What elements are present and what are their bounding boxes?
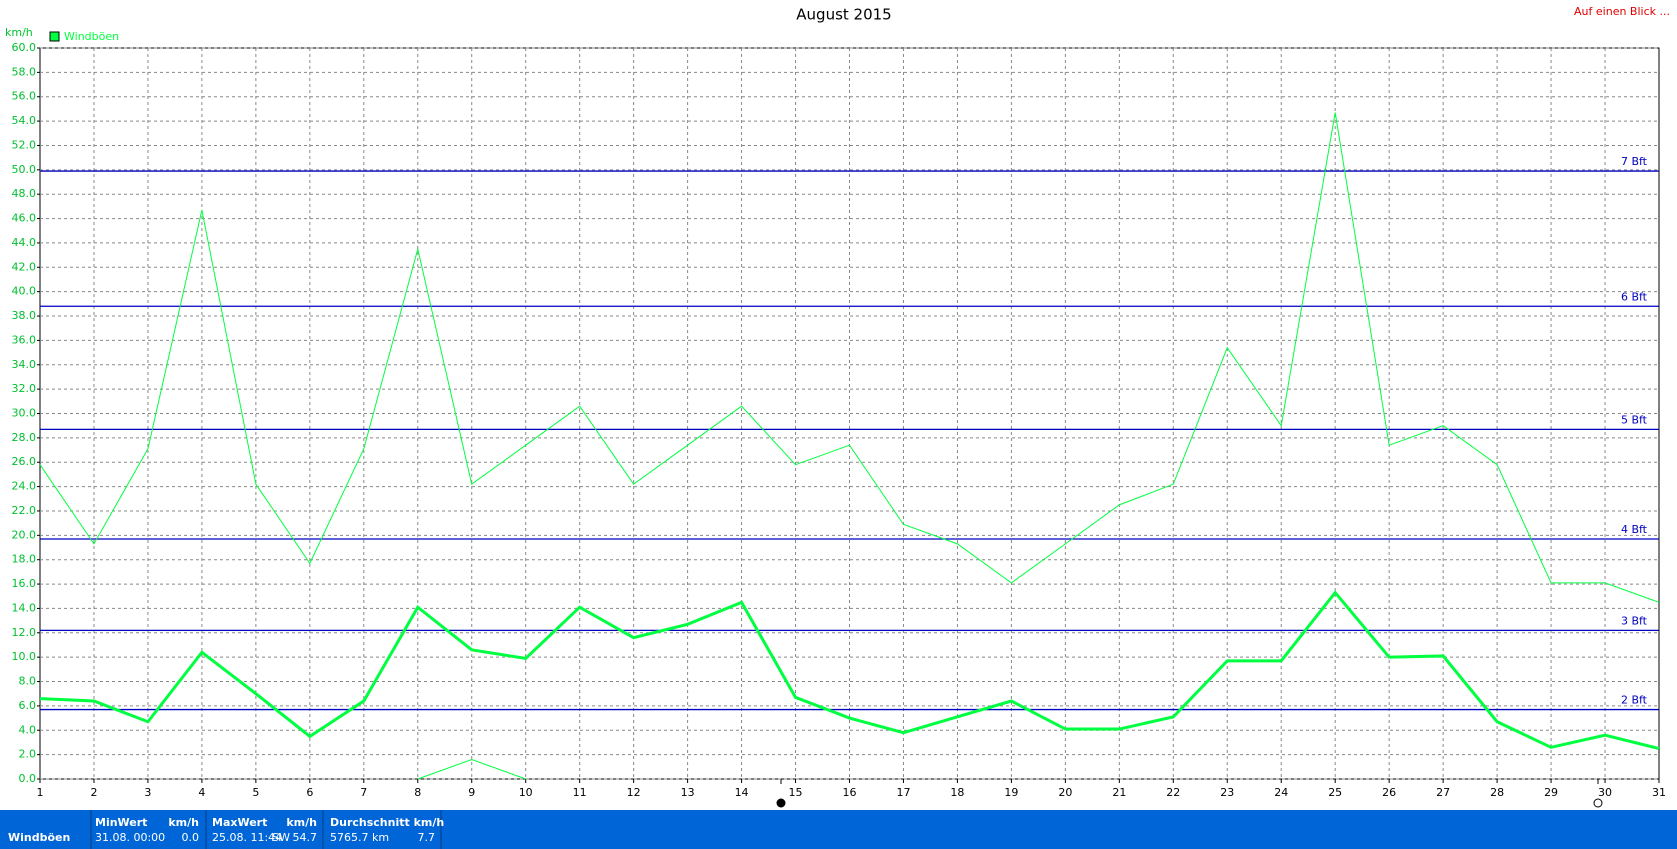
x-tick-label: 6 (306, 786, 313, 799)
x-tick-label: 23 (1220, 786, 1234, 799)
y-tick-label: 36.0 (12, 333, 37, 346)
x-tick-label: 31 (1652, 786, 1666, 799)
x-tick-label: 21 (1112, 786, 1126, 799)
x-tick-label: 16 (843, 786, 857, 799)
x-tick-label: 10 (519, 786, 533, 799)
footer-value: 7.7 (418, 831, 436, 844)
reference-label: 6 Bft (1621, 290, 1648, 303)
x-tick-label: 3 (144, 786, 151, 799)
x-tick-label: 24 (1274, 786, 1288, 799)
x-tick-label: 26 (1382, 786, 1396, 799)
x-tick-label: 30 (1598, 786, 1612, 799)
y-tick-label: 10.0 (12, 650, 37, 663)
y-tick-label: 46.0 (12, 212, 37, 225)
reference-label: 2 Bft (1621, 694, 1648, 707)
footer: Windböen MinWert km/h 31.08. 00:00 0.0 M… (0, 810, 1677, 849)
y-axis-label: km/h (5, 26, 33, 39)
footer-unit: km/h (286, 816, 317, 829)
x-tick-label: 20 (1058, 786, 1072, 799)
moon-icons (776, 772, 1603, 808)
y-tick-label: 30.0 (12, 407, 37, 420)
y-tick-label: 8.0 (19, 675, 37, 688)
x-tick-label: 22 (1166, 786, 1180, 799)
y-tick-label: 50.0 (12, 163, 37, 176)
y-tick-label: 24.0 (12, 480, 37, 493)
x-tick-label: 4 (198, 786, 205, 799)
x-tick-label: 9 (468, 786, 475, 799)
series-line (417, 758, 526, 780)
y-tick-label: 2.0 (19, 748, 37, 761)
reference-label: 7 Bft (1621, 155, 1648, 168)
y-tick-label: 22.0 (12, 504, 37, 517)
legend-swatch (49, 31, 60, 42)
footer-distance: 5765.7 km (330, 831, 389, 844)
y-tick-label: 16.0 (12, 577, 37, 590)
x-tick-label: 2 (90, 786, 97, 799)
y-tick-label: 32.0 (12, 382, 37, 395)
y-tick-label: 44.0 (12, 236, 37, 249)
y-tick-label: 54.0 (12, 114, 37, 127)
y-tick-label: 34.0 (12, 358, 37, 371)
x-tick-label: 7 (360, 786, 367, 799)
x-tick-label: 29 (1544, 786, 1558, 799)
footer-unit: km/h (168, 816, 199, 829)
x-tick-label: 13 (681, 786, 695, 799)
y-tick-label: 18.0 (12, 553, 37, 566)
x-tick-label: 28 (1490, 786, 1504, 799)
footer-direction: SW (272, 831, 290, 844)
y-tick-label: 0.0 (19, 772, 37, 785)
legend-label: Windböen (64, 30, 119, 43)
reference-label: 4 Bft (1621, 523, 1648, 536)
y-tick-label: 28.0 (12, 431, 37, 444)
footer-title: MaxWert (212, 816, 267, 829)
footer-date: 31.08. 00:00 (95, 831, 165, 844)
footer-value: 0.0 (182, 831, 200, 844)
y-tick-label: 48.0 (12, 187, 37, 200)
y-tick-label: 12.0 (12, 626, 37, 639)
footer-title: MinWert (95, 816, 147, 829)
y-tick-label: 56.0 (12, 90, 37, 103)
y-tick-label: 20.0 (12, 528, 37, 541)
x-tick-label: 5 (252, 786, 259, 799)
x-tick-label: 19 (1004, 786, 1018, 799)
y-tick-label: 6.0 (19, 699, 37, 712)
y-tick-label: 38.0 (12, 309, 37, 322)
overview-link[interactable]: Auf einen Blick ... (1574, 5, 1670, 18)
x-tick-label: 17 (896, 786, 910, 799)
y-tick-label: 14.0 (12, 601, 37, 614)
reference-label: 3 Bft (1621, 614, 1648, 627)
x-tick-label: 12 (627, 786, 641, 799)
x-tick-label: 1 (37, 786, 44, 799)
y-tick-label: 42.0 (12, 260, 37, 273)
footer-date: 25.08. 11:44 (212, 831, 282, 844)
footer-value: 54.7 (293, 831, 318, 844)
footer-title: Durchschnitt km/h (330, 816, 444, 829)
x-tick-label: 18 (950, 786, 964, 799)
y-tick-label: 40.0 (12, 285, 37, 298)
x-tick-label: 15 (789, 786, 803, 799)
y-tick-label: 52.0 (12, 138, 37, 151)
y-tick-label: 26.0 (12, 455, 37, 468)
chart-title: August 2015 (796, 6, 891, 24)
x-tick-label: 11 (573, 786, 587, 799)
reference-label: 5 Bft (1621, 413, 1648, 426)
x-tick-label: 25 (1328, 786, 1342, 799)
x-tick-label: 27 (1436, 786, 1450, 799)
y-tick-label: 60.0 (12, 41, 37, 54)
y-tick-label: 58.0 (12, 65, 37, 78)
series-line (39, 590, 1660, 750)
x-tick-label: 8 (414, 786, 421, 799)
footer-name: Windböen (8, 831, 70, 844)
x-tick-label: 14 (735, 786, 749, 799)
series-line (39, 112, 1660, 603)
y-tick-label: 4.0 (19, 723, 37, 736)
